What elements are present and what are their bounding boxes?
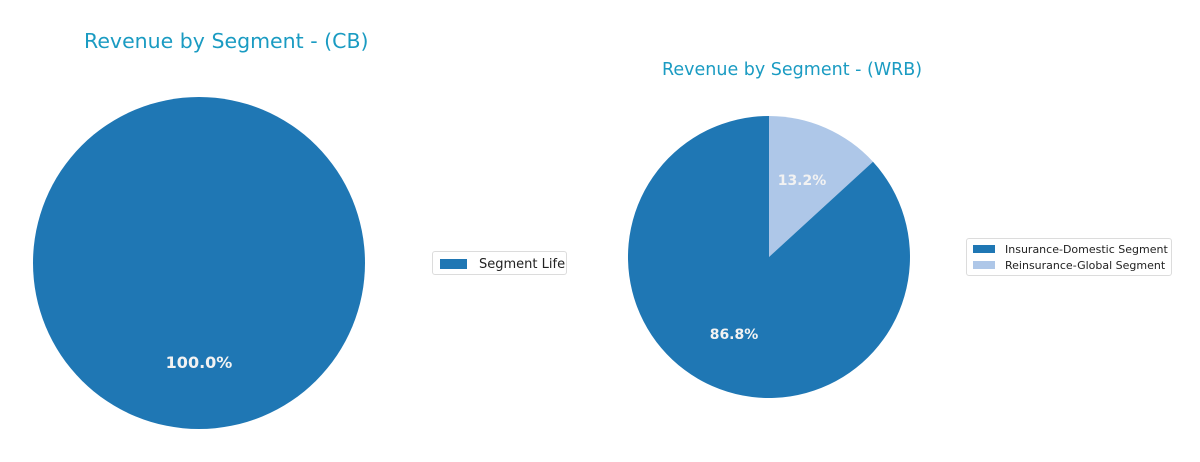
legend-swatch-icon [440,259,467,269]
legend-label: Insurance-Domestic Segment [1005,242,1168,256]
pie-chart-cb: 100.0% [33,97,365,429]
legend-item-reinsurance-global: Reinsurance-Global Segment [973,257,1165,273]
chart-title-wrb: Revenue by Segment - (WRB) [662,60,923,80]
chart-title-cb: Revenue by Segment - (CB) [84,29,369,53]
pie-slice-insurance-domestic [627,116,910,399]
pie-chart-wrb: 13.2% 86.8% [627,116,910,399]
legend-swatch-icon [973,245,995,253]
pie-slice-reinsurance-global [769,116,873,257]
legend-swatch-icon [973,261,995,269]
legend-item-segment-life: Segment Life [440,256,565,272]
legend-label: Reinsurance-Global Segment [1005,258,1166,272]
slice-label-insurance-domestic: 86.8% [710,327,759,343]
slice-label-reinsurance-global: 13.2% [778,173,827,189]
legend-wrb: Insurance-Domestic Segment Reinsurance-G… [966,238,1172,276]
legend-cb: Segment Life [432,251,567,275]
legend-item-insurance-domestic: Insurance-Domestic Segment [973,241,1168,257]
pie-slice-segment-life [33,97,365,429]
slice-label-segment-life: 100.0% [166,353,233,372]
legend-label: Segment Life [479,256,566,272]
